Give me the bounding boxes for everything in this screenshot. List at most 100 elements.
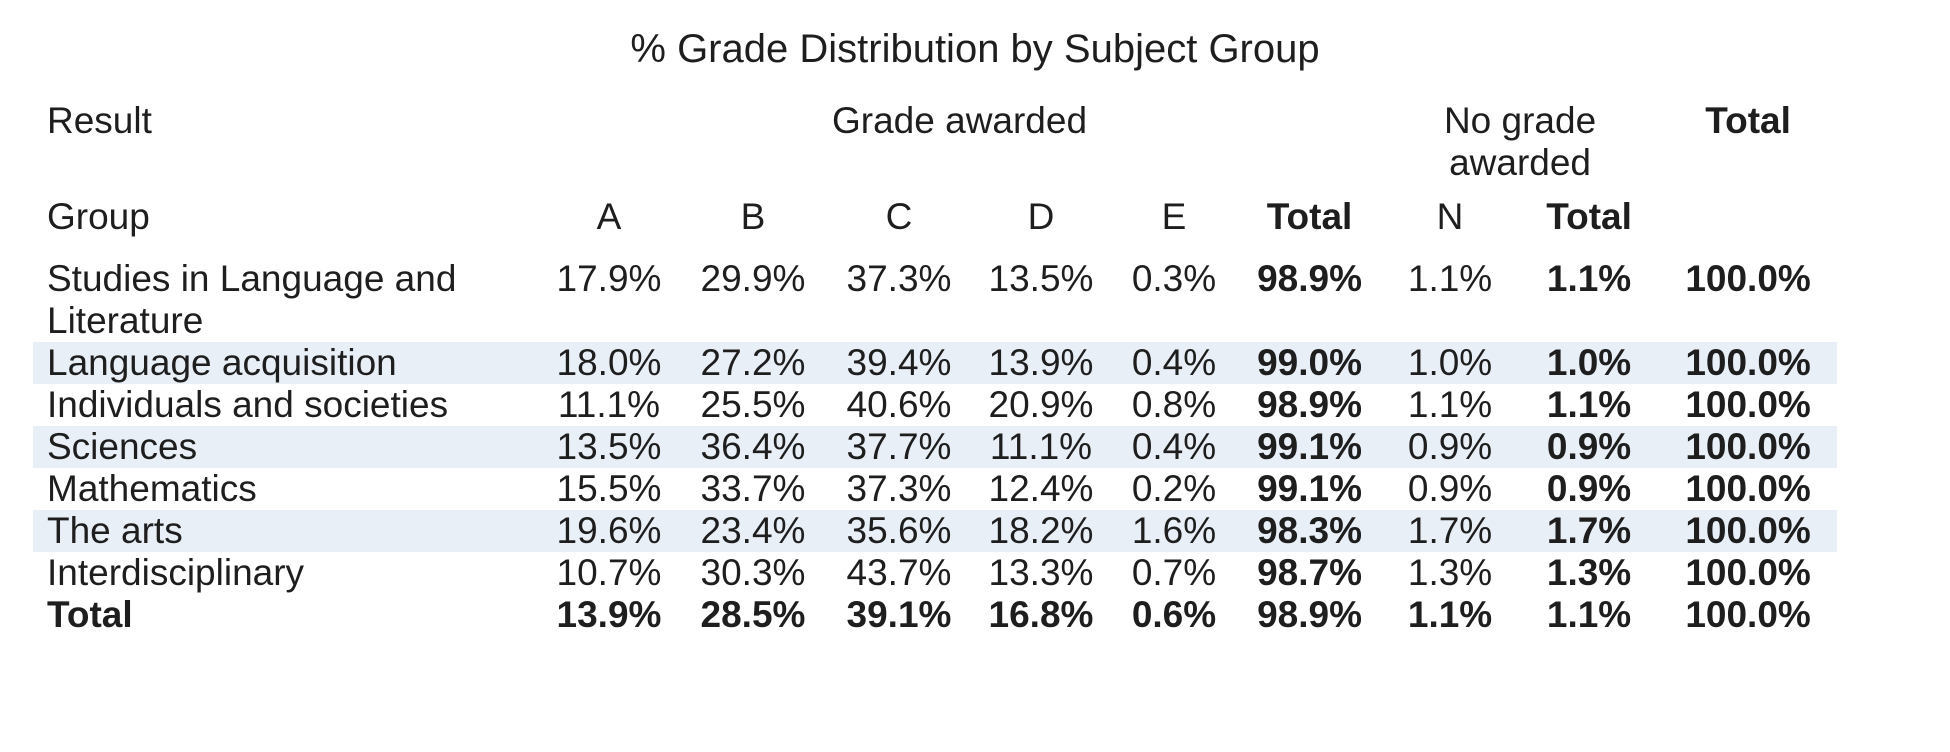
value-cell: 17.9% <box>556 258 662 299</box>
value-cell: 0.6% <box>1131 594 1217 635</box>
value-cell-row-total: 100.0% <box>1685 384 1811 425</box>
table-row-interdisciplinary: Interdisciplinary 10.7% 30.3% 43.7% 13.3… <box>33 552 1837 594</box>
value-cell: 1.3% <box>1407 552 1493 593</box>
value-cell: 39.1% <box>846 594 952 635</box>
value-cell: 19.6% <box>556 510 662 551</box>
value-cell: 16.8% <box>988 594 1094 635</box>
table-row-sciences: Sciences 13.5% 36.4% 37.7% 11.1% 0.4% 99… <box>33 426 1838 468</box>
col-header-grade-total: Total <box>1266 196 1353 237</box>
col-header-blank <box>1659 196 1837 258</box>
value-cell: 37.3% <box>846 258 952 299</box>
page-title: % Grade Distribution by Subject Group <box>630 27 1320 71</box>
value-cell: 40.6% <box>846 384 952 425</box>
value-cell: 27.2% <box>700 342 806 383</box>
group-cell: Language acquisition <box>47 342 397 383</box>
col-header-a: A <box>596 196 622 237</box>
table-row-the-arts: The arts 19.6% 23.4% 35.6% 18.2% 1.6% 98… <box>33 510 1838 552</box>
value-cell-grade-total: 98.9% <box>1257 384 1362 425</box>
value-cell: 33.7% <box>700 468 806 509</box>
value-cell: 29.9% <box>700 258 806 299</box>
value-cell: 0.8% <box>1131 384 1217 425</box>
value-cell: 43.7% <box>846 552 952 593</box>
value-cell-grade-total: 99.0% <box>1257 342 1362 383</box>
group-cell: Total <box>47 594 133 635</box>
value-cell: 1.6% <box>1131 510 1217 551</box>
col-header-d: D <box>1027 196 1055 237</box>
value-cell: 20.9% <box>988 384 1094 425</box>
value-cell-row-total: 100.0% <box>1685 510 1811 551</box>
value-cell-grade-total: 98.7% <box>1257 552 1362 593</box>
header-grade-awarded-label: Grade awarded <box>832 100 1088 141</box>
value-cell: 13.5% <box>988 258 1094 299</box>
header-result-label: Result <box>47 100 152 141</box>
value-cell: 1.7% <box>1407 510 1493 551</box>
header-no-grade-awarded-label: No grade awarded <box>1443 100 1597 183</box>
value-cell-row-total: 100.0% <box>1685 258 1811 299</box>
table-row-total: Total 13.9% 28.5% 39.1% 16.8% 0.6% 98.9%… <box>33 594 1837 636</box>
value-cell: 0.7% <box>1131 552 1217 593</box>
table-row-individuals-and-societies: Individuals and societies 11.1% 25.5% 40… <box>33 384 1837 426</box>
value-cell: 37.7% <box>846 426 952 467</box>
value-cell-row-total: 100.0% <box>1685 552 1811 593</box>
table-row-studies-in-language-and-literature: Studies in Language and Literature 17.9%… <box>33 258 1837 342</box>
value-cell: 1.1% <box>1407 258 1493 299</box>
value-cell-no-grade-total: 0.9% <box>1546 468 1632 509</box>
value-cell: 35.6% <box>846 510 952 551</box>
value-cell-no-grade-total: 1.1% <box>1546 258 1632 299</box>
col-header-group: Group <box>47 196 150 237</box>
value-cell: 0.4% <box>1131 426 1217 467</box>
group-cell: Individuals and societies <box>47 384 449 425</box>
value-cell-grade-total: 99.1% <box>1257 426 1362 467</box>
group-cell: Studies in Language and Literature <box>47 258 457 341</box>
col-header-n: N <box>1436 196 1464 237</box>
col-header-no-grade-total: Total <box>1546 196 1632 237</box>
value-cell: 23.4% <box>700 510 806 551</box>
value-cell-no-grade-total: 1.1% <box>1546 594 1632 635</box>
header-column-row: Group A B C D E Total N Total <box>33 196 1837 258</box>
value-cell-no-grade-total: 1.0% <box>1546 342 1632 383</box>
value-cell: 11.1% <box>989 426 1093 467</box>
header-group-row: Result Grade awarded No grade awarded To… <box>33 100 1837 196</box>
value-cell-no-grade-total: 1.1% <box>1546 384 1632 425</box>
value-cell: 13.3% <box>988 552 1094 593</box>
value-cell-row-total: 100.0% <box>1685 426 1811 467</box>
value-cell: 18.2% <box>988 510 1094 551</box>
header-total-label: Total <box>1705 100 1791 141</box>
value-cell-row-total: 100.0% <box>1685 468 1811 509</box>
col-header-b: B <box>740 196 766 237</box>
value-cell-no-grade-total: 1.7% <box>1546 510 1632 551</box>
value-cell-row-total: 100.0% <box>1685 594 1811 635</box>
col-header-e: E <box>1161 196 1187 237</box>
value-cell: 13.9% <box>556 594 662 635</box>
value-cell: 39.4% <box>846 342 952 383</box>
value-cell-no-grade-total: 1.3% <box>1546 552 1632 593</box>
value-cell: 12.4% <box>988 468 1094 509</box>
grade-distribution-table: Result Grade awarded No grade awarded To… <box>33 100 1838 636</box>
value-cell-grade-total: 98.3% <box>1257 510 1362 551</box>
value-cell-grade-total: 99.1% <box>1257 468 1362 509</box>
value-cell: 0.9% <box>1407 468 1493 509</box>
value-cell-no-grade-total: 0.9% <box>1546 426 1632 467</box>
value-cell: 25.5% <box>700 384 806 425</box>
value-cell: 37.3% <box>846 468 952 509</box>
value-cell: 1.1% <box>1407 594 1493 635</box>
table-row-mathematics: Mathematics 15.5% 33.7% 37.3% 12.4% 0.2%… <box>33 468 1837 510</box>
value-cell: 18.0% <box>556 342 662 383</box>
group-cell: Interdisciplinary <box>47 552 305 593</box>
value-cell: 30.3% <box>700 552 806 593</box>
value-cell: 1.1% <box>1407 384 1493 425</box>
value-cell: 0.4% <box>1131 342 1217 383</box>
value-cell: 15.5% <box>556 468 662 509</box>
value-cell: 13.9% <box>988 342 1094 383</box>
value-cell: 13.5% <box>556 426 662 467</box>
value-cell: 10.7% <box>556 552 662 593</box>
table-row-language-acquisition: Language acquisition 18.0% 27.2% 39.4% 1… <box>33 342 1838 384</box>
value-cell-row-total: 100.0% <box>1685 342 1811 383</box>
group-cell: Sciences <box>47 426 198 467</box>
col-header-c: C <box>885 196 913 237</box>
value-cell: 28.5% <box>700 594 806 635</box>
value-cell-grade-total: 98.9% <box>1257 258 1362 299</box>
value-cell: 11.1% <box>557 384 661 425</box>
value-cell: 0.2% <box>1131 468 1217 509</box>
value-cell: 0.3% <box>1131 258 1217 299</box>
